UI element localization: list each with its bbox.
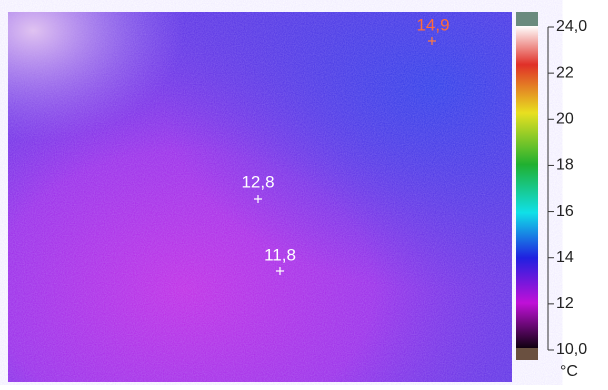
scale-unit: °C — [560, 363, 578, 380]
scale-tick-label: 18 — [556, 157, 574, 174]
scale-tick-label: 16 — [556, 203, 574, 220]
scale-tick-label: 14 — [556, 249, 574, 266]
scale-tick-label: 22 — [556, 64, 574, 81]
spot-label: 14,9 — [416, 15, 449, 34]
scale-under-cap — [516, 348, 538, 360]
spot-label: 11,8 — [264, 245, 296, 264]
thermal-view: 14,9 12,8 11,8 24,0 22 20 18 16 14 12 10,0 °C — [0, 0, 608, 385]
scale-bar — [516, 26, 538, 348]
scale-tick-label: 12 — [556, 295, 574, 312]
scale-tick-label: 24,0 — [556, 18, 587, 35]
scale-tick-label: 10,0 — [556, 341, 587, 358]
thermal-image — [8, 12, 512, 382]
scale-tick-label: 20 — [556, 111, 574, 128]
color-scale: 24,0 22 20 18 16 14 12 10,0 °C — [516, 12, 587, 380]
scale-over-cap — [516, 12, 538, 26]
scale-ticks: 24,0 22 20 18 16 14 12 10,0 — [548, 18, 587, 358]
spot-label: 12,8 — [241, 172, 274, 191]
